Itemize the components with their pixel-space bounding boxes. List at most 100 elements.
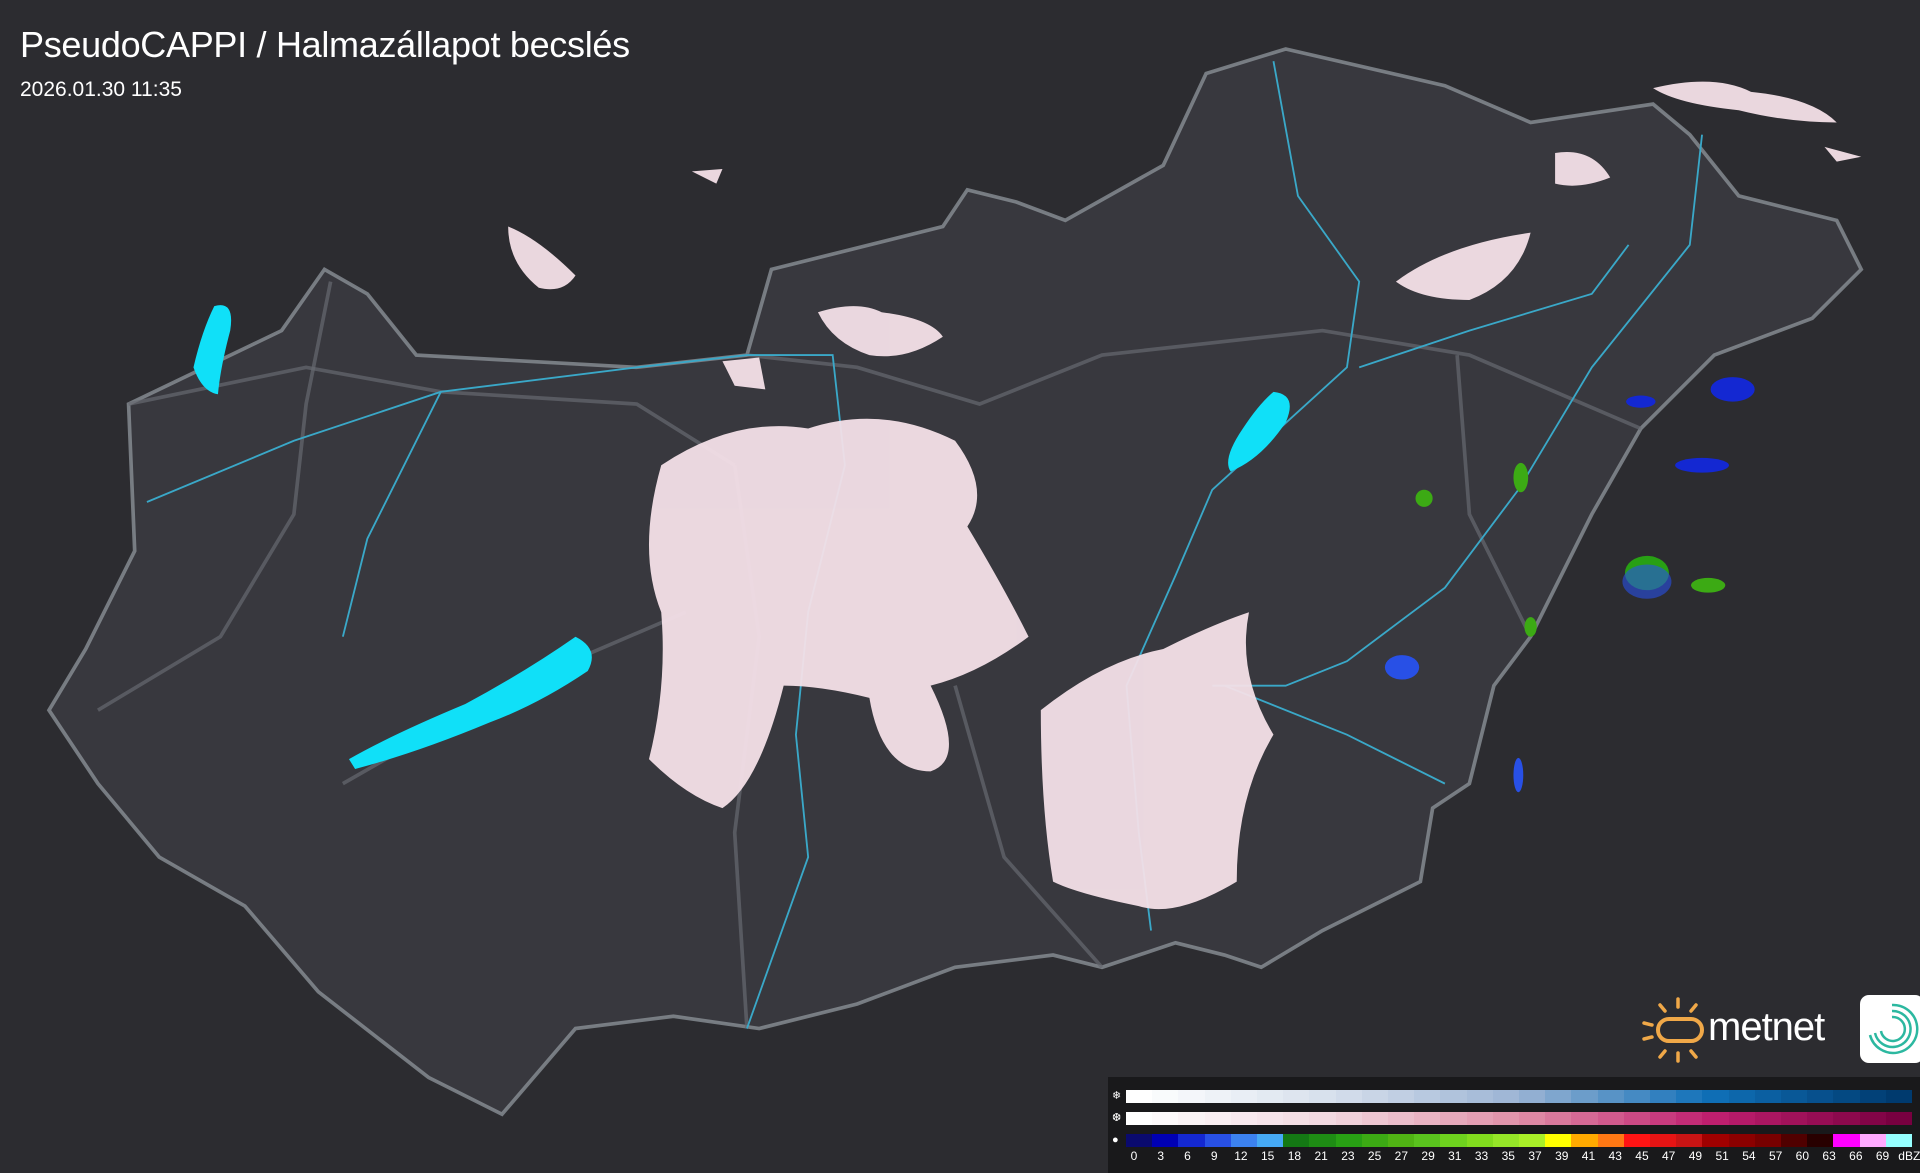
scale-cell [1885,1134,1913,1147]
scale-cell [1361,1112,1389,1125]
scale-cell [1257,1112,1284,1125]
scale-cell [1702,1090,1729,1103]
scale-cell [1676,1134,1703,1147]
scale-cell [1204,1112,1231,1125]
scale-label: 63 [1822,1149,1836,1163]
scale-cell [1571,1134,1598,1147]
scale-cell [1230,1134,1258,1147]
rain-echoes [1384,377,1755,793]
scale-cell [1728,1112,1755,1125]
scale-cell [1702,1134,1729,1147]
scale-cell [1650,1112,1677,1125]
scale-cell [1807,1134,1834,1147]
scale-cell [1545,1134,1572,1147]
scale-label: 6 [1184,1149,1191,1163]
scale-label: 69 [1875,1149,1890,1163]
scale-cell [1885,1112,1913,1125]
scale-label: 57 [1768,1149,1783,1163]
scale-label: 49 [1688,1149,1703,1163]
mixed-precip-icon: ❆ [1112,1112,1122,1124]
scale-cell [1492,1112,1520,1125]
scale-cell [1676,1112,1703,1125]
scale-label: 47 [1662,1149,1676,1163]
lakes [193,305,1290,769]
scale-cell [1230,1112,1258,1125]
scale-label: 60 [1795,1149,1810,1163]
rain-scale-bar [1126,1134,1913,1147]
scale-cell [1676,1090,1703,1103]
scale-label: 33 [1474,1149,1489,1163]
scale-label: dBZ [1898,1149,1920,1163]
scale-cell [1335,1112,1362,1125]
scale-cell [1545,1112,1572,1125]
scale-label: 37 [1528,1149,1542,1163]
scale-label: 23 [1341,1149,1355,1163]
scale-cell [1414,1134,1441,1147]
scale-cell [1650,1090,1677,1103]
scale-cell [1230,1090,1258,1103]
scale-cell [1309,1134,1336,1147]
raindrop-icon: ● [1112,1134,1119,1146]
scale-label: 31 [1448,1149,1462,1163]
scale-cell [1414,1090,1441,1103]
scale-cell [1833,1134,1860,1147]
scale-cell [1361,1090,1389,1103]
scale-cell [1623,1112,1651,1125]
scale-cell [1597,1134,1624,1147]
scale-label: 25 [1367,1149,1382,1163]
scale-label: 39 [1555,1149,1569,1163]
scale-cell [1440,1090,1467,1103]
mixed-precipitation-echoes [508,81,1862,910]
scale-cell [1885,1090,1913,1103]
scale-cell [1466,1090,1493,1103]
scale-cell [1650,1134,1677,1147]
scale-cell [1283,1112,1310,1125]
scale-cell [1257,1134,1284,1147]
scale-cell [1754,1134,1782,1147]
scale-cell [1519,1090,1546,1103]
scale-cell [1833,1090,1860,1103]
lake-ferto [193,305,232,395]
scale-cell [1335,1090,1362,1103]
scale-cell [1702,1112,1729,1125]
scale-label: 18 [1287,1149,1302,1163]
scale-cell [1571,1090,1598,1103]
scale-cell [1466,1134,1493,1147]
scale-cell [1623,1134,1651,1147]
scale-cell [1597,1090,1624,1103]
scale-cell [1152,1090,1179,1103]
scale-cell [1204,1090,1231,1103]
scale-label: 54 [1742,1149,1756,1163]
scale-cell [1859,1112,1886,1125]
scale-cell [1388,1134,1415,1147]
scale-cell [1728,1134,1755,1147]
mixed-scale-bar [1126,1112,1913,1125]
scale-cell [1178,1134,1205,1147]
metnet-logo: metnet [1638,995,1920,1065]
scale-cell [1492,1134,1520,1147]
scale-label: 12 [1234,1149,1248,1163]
scale-label: 43 [1608,1149,1622,1163]
scale-cell [1492,1090,1520,1103]
scale-cell [1623,1090,1651,1103]
scale-label: 27 [1394,1149,1409,1163]
scale-cell [1859,1134,1886,1147]
scale-cell [1833,1112,1860,1125]
scale-label: 51 [1715,1149,1729,1163]
scale-label: 45 [1635,1149,1649,1163]
scale-cell [1309,1112,1336,1125]
scale-cell [1178,1090,1205,1103]
map-title: PseudoCAPPI / Halmazállapot becslés [20,24,630,65]
app-icon [1860,995,1920,1063]
scale-cell [1519,1112,1546,1125]
snow-scale-bar [1126,1090,1913,1103]
lake-balaton [348,636,592,769]
scale-cell [1519,1134,1546,1147]
scale-cell [1388,1112,1415,1125]
scale-cell [1257,1090,1284,1103]
scale-cell [1754,1112,1782,1125]
scale-cell [1466,1112,1493,1125]
scale-label: 15 [1260,1149,1275,1163]
scale-cell [1204,1134,1231,1147]
